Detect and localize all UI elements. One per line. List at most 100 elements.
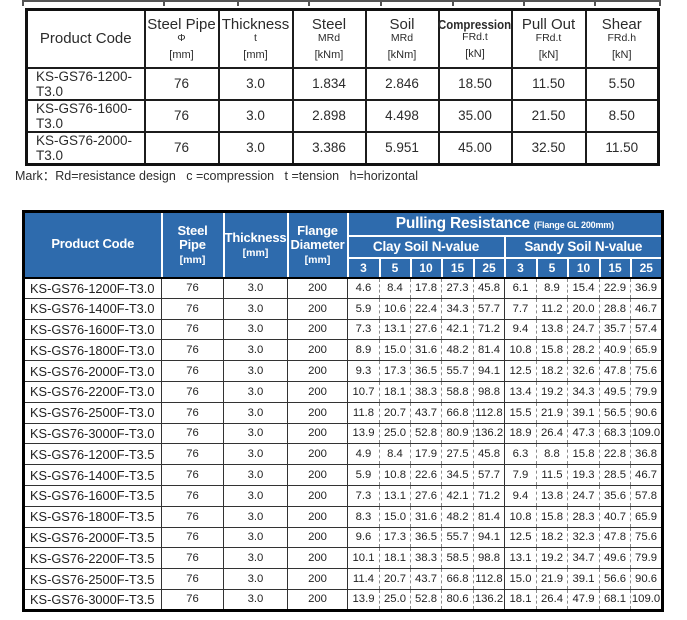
table-cell: 3.0: [217, 98, 294, 133]
table-cell: 200: [287, 380, 348, 403]
col-unit: [mm]: [242, 246, 269, 259]
table-cell: 42.1: [441, 484, 474, 507]
pulling-resistance-subtitle: (Flange GL 200mm): [533, 219, 614, 230]
table-cell: 38.3: [410, 547, 442, 569]
sandy-n-value: 3: [503, 256, 538, 279]
table-cell: 5.9: [347, 464, 380, 486]
table-cell: 12.5: [504, 360, 537, 382]
table-cell: 3.0: [223, 547, 288, 569]
table-cell: 76: [161, 526, 224, 548]
table-cell: 56.6: [599, 568, 631, 590]
table-cell: 200: [287, 297, 348, 320]
table-cell: 46.7: [629, 464, 663, 486]
table-cell: KS-GS76-2000-T3.0: [25, 130, 146, 165]
table-cell: 3.0: [217, 130, 294, 165]
table-cell: 65.9: [629, 505, 663, 528]
table-cell: 18.9: [504, 422, 537, 444]
col-unit: [kN]: [611, 48, 632, 61]
table-cell: 8.4: [379, 277, 411, 299]
table-cell: 90.6: [629, 401, 663, 424]
table-cell: 15.0: [379, 505, 411, 528]
table-cell: KS-GS76-3000F-T3.5: [23, 588, 162, 611]
table-cell: 6.3: [504, 443, 537, 465]
table-cell: 9.6: [347, 526, 380, 548]
table-cell: 94.1: [473, 360, 505, 382]
table-cell: 66.8: [441, 401, 474, 424]
table-cell: 109.0: [629, 422, 663, 444]
table-cell: 45.00: [437, 130, 513, 165]
table-cell: 27.5: [441, 443, 474, 465]
table-cell: 6.1: [504, 277, 537, 299]
table-cell: 65.9: [629, 339, 663, 361]
table-cell: 76: [161, 422, 224, 444]
table-cell: 10.8: [504, 339, 537, 361]
table-row: KS-GS76-1600F-T3.0 76 3.0 200 7.3 13.1 27.6 42.…: [23, 318, 663, 340]
table-cell: 136.2: [473, 422, 505, 444]
table-cell: 58.5: [441, 547, 474, 569]
table-cell: 58.8: [441, 380, 474, 403]
col-symbol: MRd: [390, 32, 414, 45]
col-label: Flange Diameter: [290, 222, 345, 253]
table-cell: 40.7: [599, 505, 631, 528]
table-cell: 109.0: [629, 588, 663, 611]
table-cell: 7.9: [504, 464, 537, 486]
table-cell: KS-GS76-2500F-T3.0: [23, 401, 162, 424]
table-cell: 4.498: [364, 98, 440, 133]
table-cell: KS-GS76-1600-T3.0: [25, 98, 146, 133]
col-label: Pull Out: [521, 15, 576, 33]
table-cell: KS-GS76-2200F-T3.0: [23, 380, 162, 403]
table-cell: 11.50: [584, 130, 660, 165]
table-cell: 90.6: [629, 568, 663, 590]
table-cell: 76: [161, 401, 224, 424]
table-cell: 43.7: [410, 568, 442, 590]
table-row: KS-GS76-3000F-T3.5 76 3.0 200 13.9 25.0 52.8 80…: [23, 588, 663, 611]
table-cell: 76: [161, 443, 224, 465]
table-cell: 15.5: [504, 401, 537, 424]
table-cell: 68.3: [599, 422, 631, 444]
table-cell: 3.0: [223, 339, 288, 361]
table-cell: 26.4: [536, 422, 568, 444]
table-cell: 3.0: [217, 66, 294, 101]
table-cell: 24.7: [567, 484, 600, 507]
table-cell: 76: [161, 568, 224, 590]
table-cell: 3.0: [223, 464, 288, 486]
table-cell: 3.0: [223, 526, 288, 548]
table-cell: 22.4: [410, 297, 442, 320]
col-header-product-code: Product Code: [22, 210, 163, 279]
table-cell: 48.2: [441, 505, 474, 528]
table-cell: 200: [287, 318, 348, 340]
table-cell: 76: [161, 547, 224, 569]
col-symbol: Φ: [177, 32, 186, 45]
table-row: KS-GS76-1600F-T3.5 76 3.0 200 7.3 13.1 27.6 42.…: [23, 484, 663, 507]
table-cell: 13.1: [379, 318, 411, 340]
col-unit: [kN]: [538, 48, 559, 61]
table-cell: 76: [143, 98, 220, 133]
table-cell: 8.9: [536, 277, 568, 299]
table-cell: 26.4: [536, 588, 568, 611]
pulling-resistance-body: KS-GS76-1200F-T3.0 76 3.0 200 4.6 8.4 17.8 27.3…: [23, 277, 663, 611]
table-cell: 15.0: [504, 568, 537, 590]
table-row: KS-GS76-2500F-T3.5 76 3.0 200 11.4 20.7 43.7 66…: [23, 568, 663, 590]
table-cell: 5.50: [584, 66, 660, 101]
col-unit: [kNm]: [314, 48, 344, 61]
table-cell: 55.7: [441, 360, 474, 382]
footnote: Mark：Rd=resistance design c =compression…: [15, 169, 418, 183]
table-cell: 11.2: [536, 297, 568, 320]
table-cell: 11.8: [347, 401, 380, 424]
table-cell: 76: [143, 130, 220, 165]
table-cell: 28.8: [599, 297, 631, 320]
table-cell: 7.7: [504, 297, 537, 320]
table-cell: 18.2: [536, 526, 568, 548]
table-cell: 48.2: [441, 339, 474, 361]
table-cell: 11.4: [347, 568, 380, 590]
table-cell: 8.9: [347, 339, 380, 361]
table-cell: 40.9: [599, 339, 631, 361]
col-header-pull-out: Pull Out FRd.t [kN]: [510, 8, 587, 69]
table-cell: 34.3: [441, 297, 474, 320]
table-cell: 76: [161, 297, 224, 320]
table-cell: 71.2: [473, 318, 505, 340]
table-cell: 200: [287, 339, 348, 361]
table-cell: 47.3: [567, 422, 600, 444]
table-row: KS-GS76-2000-T3.0 76 3.0 3.386 5.951 45.00 32.…: [25, 130, 660, 165]
table-cell: 200: [287, 401, 348, 424]
